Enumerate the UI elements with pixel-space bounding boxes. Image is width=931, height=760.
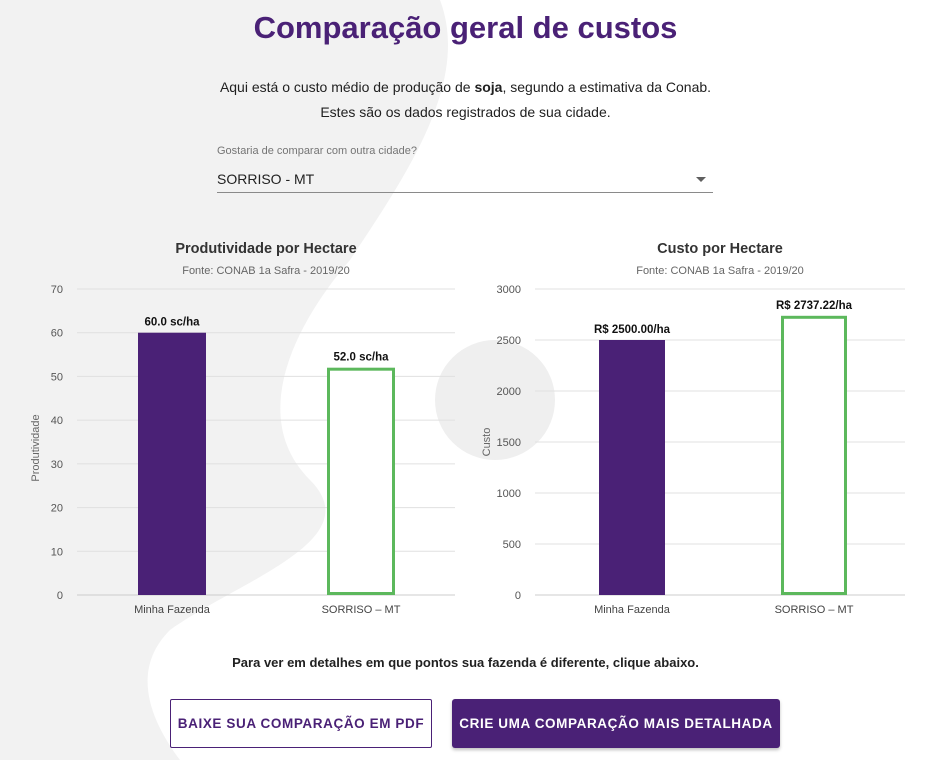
- detailed-comparison-button[interactable]: CRIE UMA COMPARAÇÃO MAIS DETALHADA: [452, 699, 780, 748]
- crop-name: soja: [474, 79, 503, 95]
- intro-text-after: , segundo a estimativa da Conab.: [502, 79, 712, 95]
- intro-line-2: Estes são os dados registrados de sua ci…: [320, 104, 611, 120]
- y-axis-label: Produtividade: [30, 414, 42, 481]
- intro-line-1: Aqui está o custo médio de produção de s…: [0, 79, 931, 95]
- intro-text-before: Aqui está o custo médio de produção de: [219, 79, 475, 95]
- city-select-box[interactable]: SORRISO - MT: [217, 166, 713, 193]
- data-label: R$ 2737.22/ha: [776, 300, 853, 312]
- y-tick-label: 1000: [497, 488, 521, 500]
- city-select-value: SORRISO - MT: [217, 171, 315, 187]
- bar: [327, 367, 395, 595]
- category-label: Minha Fazenda: [134, 604, 211, 616]
- city-select-label: Gostaria de comparar com outra cidade?: [217, 145, 417, 157]
- page-title: Comparação geral de custos: [253, 10, 678, 45]
- cost-chart: Custo por Hectare Fonte: CONAB 1a Safra -…: [465, 232, 915, 632]
- y-tick-label: 500: [503, 539, 521, 551]
- chevron-down-icon[interactable]: [696, 176, 706, 182]
- y-tick-label: 60: [51, 328, 63, 340]
- chart-title: Produtividade por Hectare: [175, 241, 356, 257]
- productivity-chart-svg: Produtividade por Hectare Fonte: CONAB 1a…: [30, 241, 455, 616]
- bar: [781, 315, 847, 595]
- cost-chart-svg: Custo por Hectare Fonte: CONAB 1a Safra -…: [481, 241, 905, 616]
- category-label: SORRISO – MT: [322, 604, 401, 616]
- chart-subtitle: Fonte: CONAB 1a Safra - 2019/20: [636, 265, 804, 277]
- y-tick-label: 20: [51, 503, 63, 515]
- bar: [138, 332, 206, 595]
- download-pdf-button[interactable]: BAIXE SUA COMPARAÇÃO EM PDF: [170, 699, 432, 748]
- city-select[interactable]: Gostaria de comparar com outra cidade? S…: [217, 145, 713, 193]
- details-note: Para ver em detalhes em que pontos sua f…: [232, 655, 699, 670]
- y-tick-label: 10: [51, 546, 63, 558]
- y-tick-label: 0: [515, 590, 521, 602]
- y-tick-label: 30: [51, 459, 63, 471]
- bar: [599, 340, 665, 595]
- y-tick-label: 0: [57, 590, 63, 602]
- category-label: SORRISO – MT: [775, 604, 854, 616]
- chart-title: Custo por Hectare: [657, 241, 783, 257]
- y-tick-label: 1500: [497, 437, 521, 449]
- y-tick-label: 2500: [497, 335, 521, 347]
- chart-subtitle: Fonte: CONAB 1a Safra - 2019/20: [182, 265, 350, 277]
- data-label: 52.0 sc/ha: [334, 352, 390, 364]
- data-label: 60.0 sc/ha: [145, 317, 201, 329]
- y-tick-label: 40: [51, 415, 63, 427]
- category-label: Minha Fazenda: [594, 604, 671, 616]
- y-tick-label: 2000: [497, 386, 521, 398]
- y-tick-label: 70: [51, 284, 63, 296]
- y-tick-label: 50: [51, 371, 63, 383]
- y-tick-label: 3000: [497, 284, 521, 296]
- data-label: R$ 2500.00/ha: [594, 324, 671, 336]
- productivity-chart: Produtividade por Hectare Fonte: CONAB 1a…: [15, 232, 465, 632]
- y-axis-label: Custo: [481, 428, 493, 457]
